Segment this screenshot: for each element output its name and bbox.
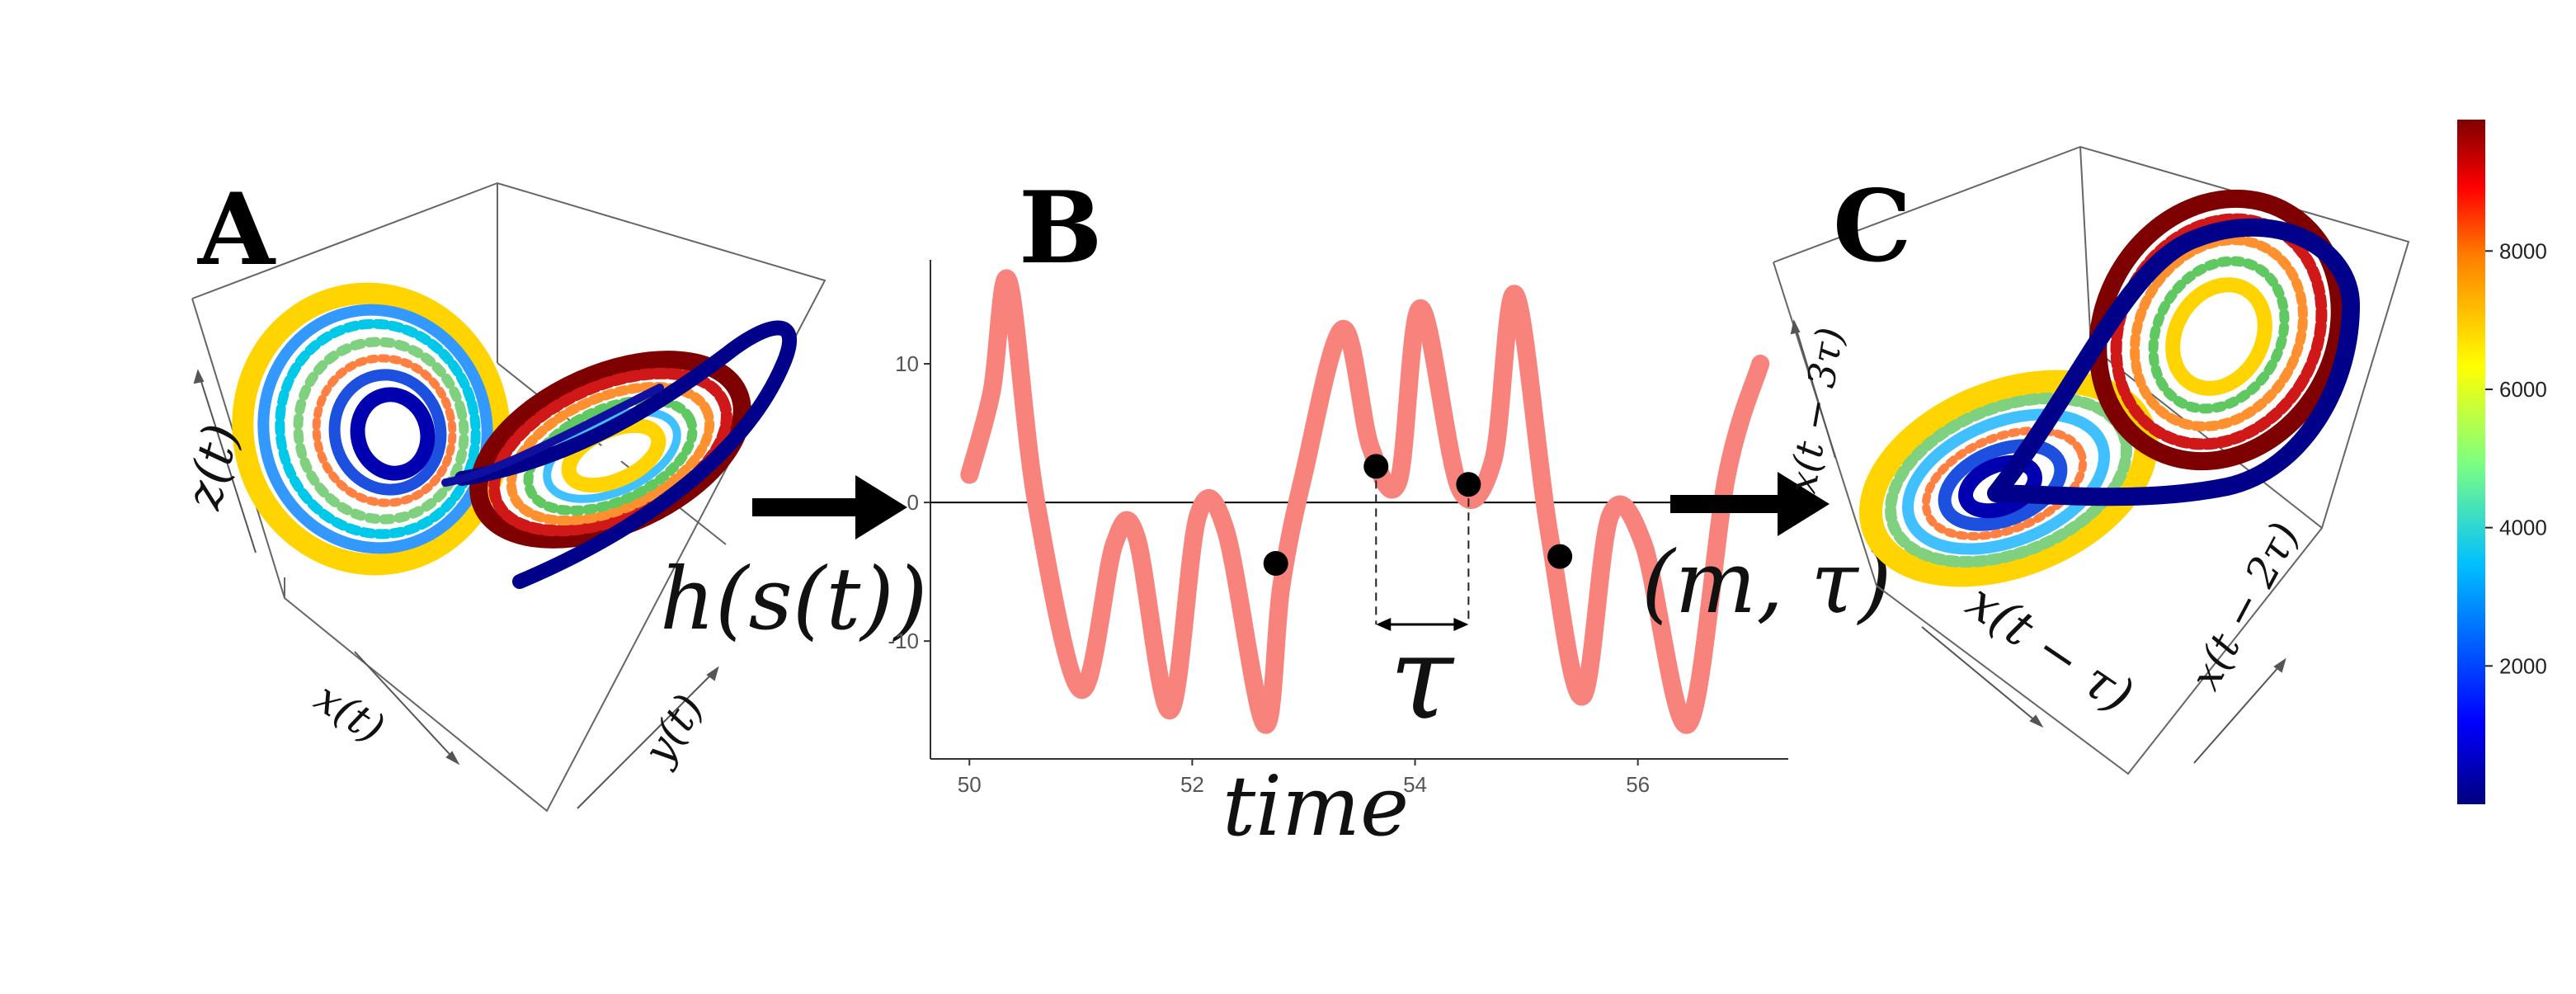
panel-b-letter: B (1019, 170, 1102, 286)
x-tick-label: 56 (1626, 772, 1650, 797)
sample-point (1547, 544, 1573, 569)
panel-a: A z(t) x(t) y(t) (174, 172, 826, 813)
colorbar-tick-label: 6000 (2499, 377, 2547, 402)
panel-a-letter: A (197, 172, 276, 288)
arrow-b-to-c (1670, 472, 1830, 536)
series-line (960, 269, 1770, 734)
panel-b: τ 50 52 54 56 10 0 -10 B time (888, 170, 1788, 855)
arrow-a-to-b (752, 475, 907, 539)
colorbar-tick-label: 2000 (2499, 653, 2547, 678)
arrow-b-label: (m, τ) (1641, 532, 1891, 633)
colorbar-tick-label: 8000 (2499, 238, 2547, 263)
panel-c-letter: C (1833, 168, 1912, 285)
tau-arrowhead-right (1453, 618, 1469, 631)
y-tick-label: 0 (907, 490, 919, 515)
panel-c-box (1773, 145, 2410, 775)
colorbar-tick-label: 4000 (2499, 516, 2547, 540)
panel-c-axis-arrows (1790, 319, 2286, 764)
y-tick-label: 10 (895, 351, 919, 376)
tau-arrowhead-left (1376, 618, 1392, 631)
panel-a-y-axis-label: y(t) (633, 686, 713, 775)
panel-a-x-axis-label: x(t) (306, 673, 393, 752)
panel-b-axes (930, 260, 1788, 760)
colorbar-gradient (2457, 120, 2485, 804)
attractor-c (1859, 189, 2361, 587)
y-tick-label: -10 (888, 629, 919, 653)
x-tick-label: 54 (1403, 772, 1427, 797)
panel-a-axis-arrows (193, 369, 719, 809)
sample-point (1363, 454, 1389, 479)
arrow-a-label: h(s(t)) (660, 549, 927, 649)
panel-b-xlabel: time (1222, 758, 1409, 855)
panel-c: C x(t − 3τ) x(t − τ) x(t − 2τ) (1773, 145, 2410, 775)
panel-c-y-axis-label: x(t − 2τ) (2181, 515, 2309, 698)
panel-c-z-axis-label: x(t − 3τ) (1780, 324, 1853, 497)
sample-point (1456, 472, 1481, 497)
panel-c-x-axis-label: x(t − τ) (1957, 572, 2144, 725)
sample-point (1263, 551, 1288, 577)
colorbar: 2000 4000 6000 8000 (2457, 120, 2547, 804)
attractor-a (232, 282, 798, 589)
tau-label: τ (1389, 611, 1455, 746)
x-tick-label: 50 (958, 772, 982, 797)
x-tick-label: 52 (1180, 772, 1204, 797)
